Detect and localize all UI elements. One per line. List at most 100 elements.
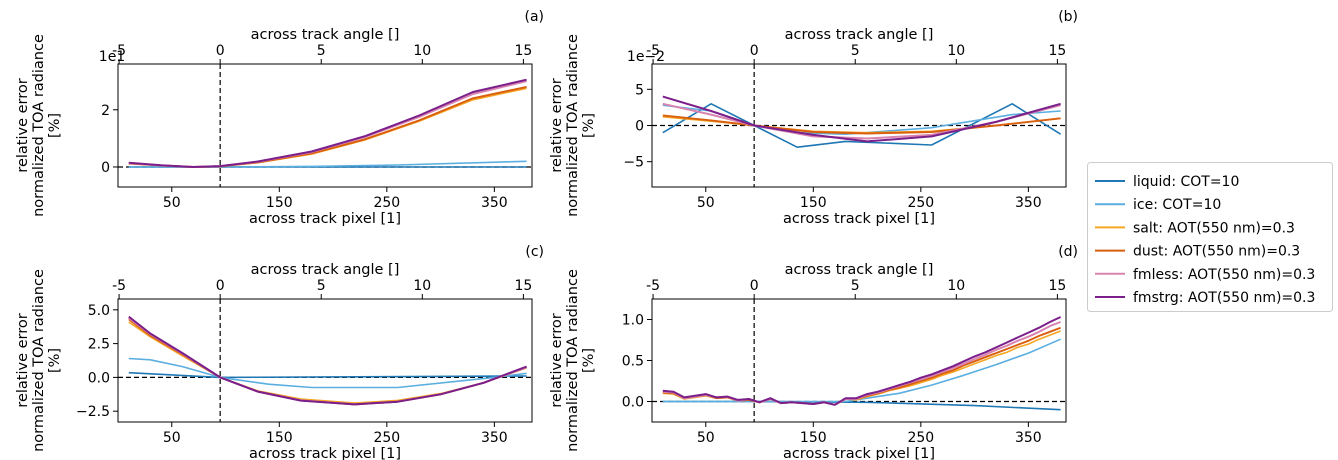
x2-axis-label: across track angle [] <box>785 27 934 43</box>
legend-label: salt: AOT(550 nm)=0.3 <box>1133 220 1295 236</box>
y-tick-label: 0.0 <box>88 370 110 386</box>
series-line-3 <box>128 85 527 168</box>
panel-b: 50 150 250 350 -5 0 5 10 15 −5 0 5 1e−2 across track … <box>549 9 1078 227</box>
x-tick-label: 250 <box>373 195 400 211</box>
series-line-0 <box>662 103 1062 148</box>
axes-frame <box>117 298 533 423</box>
series-group <box>128 78 527 168</box>
x2-tick-label: 5 <box>851 278 860 294</box>
series-line-1 <box>662 338 1061 403</box>
legend-entry: fmless: AOT(550 nm)=0.3 <box>1095 267 1315 283</box>
x-axis-label: across track pixel [1] <box>783 446 935 460</box>
x2-tick-label: 10 <box>413 43 431 59</box>
legend-label: fmstrg: AOT(550 nm)=0.3 <box>1133 290 1315 306</box>
series-line-2 <box>662 330 1061 406</box>
legend: liquid: COT=10 ice: COT=10 salt: AOT(550 n… <box>1087 162 1333 312</box>
series-line-3 <box>128 318 527 406</box>
y-axis-label-line: [%] <box>581 348 597 373</box>
y-exponent: 1e1 <box>99 49 125 65</box>
y-axis-label-line: relative error <box>549 313 565 407</box>
x2-tick-label: 0 <box>216 278 225 294</box>
series-line-0 <box>128 371 527 379</box>
y-tick-label: 0 <box>101 160 110 176</box>
x-tick-label: 150 <box>266 195 293 211</box>
series-group <box>662 316 1062 411</box>
series-line-1 <box>128 357 527 389</box>
x2-tick-label: 15 <box>514 278 532 294</box>
x2-tick-label: 15 <box>1048 278 1066 294</box>
legend-entry: salt: AOT(550 nm)=0.3 <box>1095 220 1295 236</box>
panel-label: (a) <box>524 9 544 25</box>
x2-tick-label: 0 <box>750 278 759 294</box>
panel-d: 50 150 250 350 -5 0 5 10 15 0.0 0.5 1.0 across track… <box>549 244 1078 460</box>
x2-tick-label: -5 <box>646 43 660 59</box>
x2-tick-label: 10 <box>413 278 431 294</box>
series-line-5 <box>128 315 527 406</box>
y-tick-label: 0.5 <box>622 354 644 370</box>
x2-tick-label: 10 <box>947 278 965 294</box>
x-tick-label: 50 <box>697 430 715 446</box>
series-line-0 <box>662 400 1061 411</box>
x2-tick-label: 15 <box>1048 43 1066 59</box>
y-axis-label-line: [%] <box>581 113 597 138</box>
axes-frame <box>117 63 533 188</box>
series-line-5 <box>662 316 1062 406</box>
x-tick-label: 350 <box>481 430 508 446</box>
axes-frame <box>651 298 1067 423</box>
y-tick-label: −2.5 <box>76 404 110 420</box>
x-tick-label: 150 <box>266 430 293 446</box>
panel-label: (b) <box>1058 9 1078 25</box>
y-tick-label: 5.0 <box>88 303 110 319</box>
y-tick-label: −5 <box>623 155 644 171</box>
x2-tick-label: -5 <box>646 278 660 294</box>
y-exponent: 1e−2 <box>627 49 665 65</box>
x-tick-label: 50 <box>697 195 715 211</box>
legend-box <box>1087 162 1333 312</box>
x-tick-label: 350 <box>1015 430 1042 446</box>
x2-axis-label: across track angle [] <box>251 262 400 278</box>
x-tick-label: 50 <box>163 195 181 211</box>
legend-label: fmless: AOT(550 nm)=0.3 <box>1133 267 1315 283</box>
legend-entry: fmstrg: AOT(550 nm)=0.3 <box>1095 290 1315 306</box>
panel-label: (d) <box>1058 244 1078 260</box>
x2-tick-label: 5 <box>851 43 860 59</box>
y-axis-label-line: normalized TOA radiance <box>565 269 581 452</box>
y-tick-label: 0 <box>635 119 644 135</box>
x2-axis-label: across track angle [] <box>251 27 400 43</box>
series-line-4 <box>128 317 527 406</box>
series-line-2 <box>128 321 527 404</box>
legend-label: ice: COT=10 <box>1133 197 1221 213</box>
y-axis-label-line: normalized TOA radiance <box>565 34 581 217</box>
legend-entry: liquid: COT=10 <box>1095 174 1239 190</box>
panel-c: 50 150 250 350 -5 0 5 10 15 −2.5 0.0 2.5 5.0 across t… <box>15 244 544 460</box>
panel-label: (c) <box>525 244 544 260</box>
series-group <box>662 95 1062 148</box>
y-axis-label-line: relative error <box>15 313 31 407</box>
x-tick-label: 250 <box>907 430 934 446</box>
y-axis-label-line: [%] <box>47 113 63 138</box>
y-tick-label: 2 <box>101 103 110 119</box>
x-tick-label: 350 <box>481 195 508 211</box>
x-tick-label: 50 <box>163 430 181 446</box>
legend-label: liquid: COT=10 <box>1133 174 1239 190</box>
x2-tick-label: 10 <box>947 43 965 59</box>
x-tick-label: 150 <box>800 195 827 211</box>
x-tick-label: 350 <box>1015 195 1042 211</box>
series-line-5 <box>128 78 527 168</box>
y-axis-label-line: normalized TOA radiance <box>31 269 47 452</box>
x2-tick-label: 5 <box>317 43 326 59</box>
y-axis-label-line: [%] <box>47 348 63 373</box>
x2-axis-label: across track angle [] <box>785 262 934 278</box>
legend-entry: ice: COT=10 <box>1095 197 1221 213</box>
series-line-5 <box>662 95 1061 143</box>
legend-label: dust: AOT(550 nm)=0.3 <box>1133 244 1300 260</box>
x-axis-label: across track pixel [1] <box>249 446 401 460</box>
x-tick-label: 250 <box>907 195 934 211</box>
series-group <box>128 315 527 406</box>
x2-tick-label: -5 <box>112 278 126 294</box>
y-tick-label: 0.0 <box>622 395 644 411</box>
x2-tick-label: -5 <box>112 43 126 59</box>
series-line-3 <box>662 114 1061 135</box>
